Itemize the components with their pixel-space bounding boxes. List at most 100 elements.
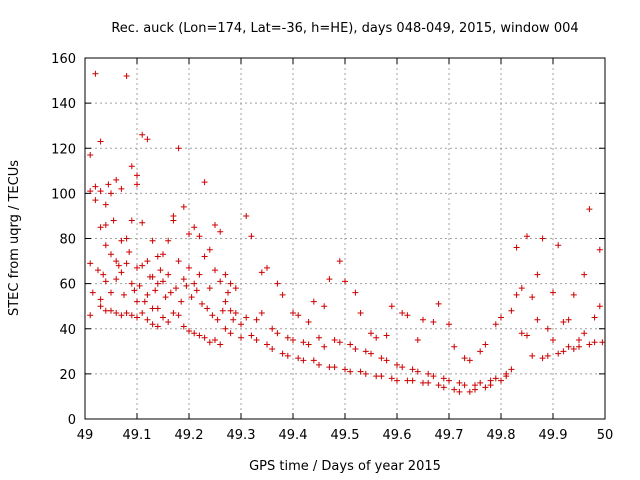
data-point [290,309,296,316]
data-point [100,271,107,278]
data-point [97,224,104,231]
data-point [599,339,606,346]
y-tick-label: 120 [51,142,76,157]
x-tick-label: 49.1 [123,428,152,443]
data-point [446,321,452,328]
data-point [269,325,276,332]
data-point [461,382,468,389]
y-tick-label: 80 [59,233,76,248]
data-point [191,224,198,231]
data-point [435,300,442,307]
data-point [123,235,130,242]
data-point [154,305,161,312]
data-point [482,341,489,348]
data-point [123,309,130,316]
data-point [347,341,354,348]
data-point [97,303,104,310]
data-point [534,316,541,323]
data-point [128,163,135,170]
y-tick-label: 160 [51,52,76,67]
data-point [425,370,432,377]
data-point [123,260,130,267]
axis-ticks: 49 49.1 49.2 49.3 49.4 49.5 49.6 49.7 49.8 49.9 50… [51,52,613,443]
data-point [232,285,239,292]
data-point [232,309,239,316]
data-point [264,341,270,348]
data-point [394,377,400,384]
data-point [586,206,593,213]
data-point [180,323,187,330]
data-point [92,70,99,77]
data-point [230,316,237,323]
data-point [212,221,218,228]
data-point [591,314,598,321]
data-point [157,267,164,274]
data-point [596,246,603,253]
data-point [253,316,260,323]
data-point [279,350,286,357]
data-point [139,309,146,316]
data-point [87,312,94,319]
data-point [394,361,400,368]
data-point [123,73,130,80]
data-point [357,309,364,316]
data-point [95,267,101,274]
data-point [570,291,577,298]
data-point [399,364,406,371]
data-point [258,309,265,316]
data-point [404,312,411,319]
data-point [206,339,213,346]
data-point [326,276,333,283]
data-point [165,271,172,278]
data-point [279,291,286,298]
data-point [550,289,556,296]
data-point [383,332,390,339]
data-point [144,291,151,298]
data-point [222,298,229,305]
data-point [128,280,135,287]
data-point [152,287,159,294]
data-point [295,312,302,319]
data-point [110,217,117,224]
data-point [118,237,125,244]
data-point [139,219,146,226]
data-point [248,332,255,339]
data-point [167,289,174,296]
data-point [113,309,120,316]
data-point [477,348,484,355]
data-point [555,350,562,357]
data-point [105,181,112,188]
data-point [456,379,463,386]
data-point [560,348,567,355]
data-point [139,262,146,269]
data-point [108,251,114,258]
data-point [227,330,234,337]
data-point [518,330,525,337]
data-point [274,280,281,287]
data-point [508,307,515,314]
data-point [149,273,156,280]
data-point [108,190,114,197]
data-point [201,179,208,186]
data-point [336,258,343,265]
data-point [134,314,140,321]
data-point [409,366,416,373]
data-point [102,221,109,228]
data-point [284,352,291,359]
data-point [414,337,421,344]
data-point [248,233,255,240]
data-point [214,316,221,323]
x-tick-label: 49.7 [435,428,464,443]
data-point [102,307,109,314]
data-point [108,289,114,296]
data-point [170,309,177,316]
data-point [326,364,333,371]
data-point [191,280,198,287]
data-point [357,368,364,375]
data-point [102,242,109,249]
data-point [222,325,229,332]
data-point [113,176,120,183]
data-point [544,352,551,359]
data-point [188,294,195,301]
data-point [227,280,234,287]
